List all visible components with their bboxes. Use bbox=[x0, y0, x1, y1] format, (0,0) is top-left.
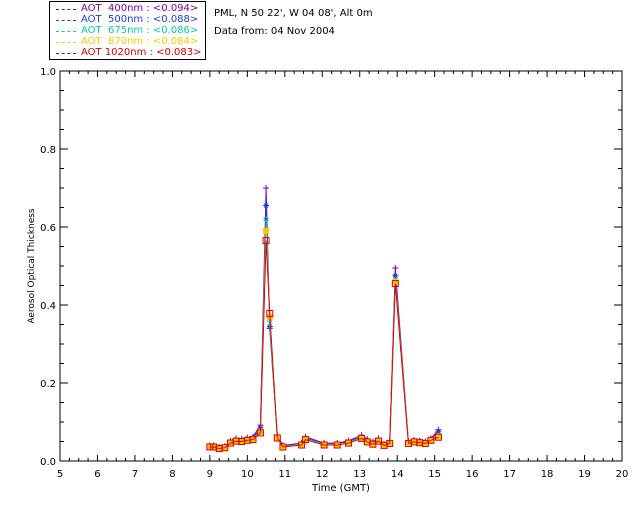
data-point bbox=[266, 310, 274, 318]
x-tick-label: 11 bbox=[278, 469, 291, 480]
axis-ticks: 5 6 7 8 9 10 11 12 13 14 15 16 17 18 19 20 0.0 0.2 0.4 0.6 0… bbox=[40, 67, 628, 480]
legend-line bbox=[56, 9, 76, 10]
series-line bbox=[209, 187, 439, 448]
data-point bbox=[392, 272, 399, 279]
x-tick-label: 9 bbox=[207, 469, 213, 480]
x-tick-label: 6 bbox=[94, 469, 100, 480]
data-point bbox=[358, 434, 366, 442]
x-tick-label: 20 bbox=[616, 469, 629, 480]
x-tick-label: 18 bbox=[541, 469, 554, 480]
data-point bbox=[221, 444, 229, 452]
legend-label: AOT 675nm : <0.086> bbox=[81, 25, 199, 36]
data-point bbox=[435, 433, 442, 440]
legend-label: AOT 1020nm : <0.083> bbox=[81, 47, 202, 58]
legend-label: AOT 870nm : <0.084> bbox=[81, 36, 199, 47]
data-point bbox=[263, 185, 270, 191]
y-tick-label: 0.8 bbox=[40, 145, 56, 156]
y-tick-label: 0.0 bbox=[40, 457, 56, 468]
data-point bbox=[256, 429, 264, 437]
data-point bbox=[298, 441, 306, 449]
data-point bbox=[279, 443, 287, 451]
data-point bbox=[333, 441, 341, 449]
data-point bbox=[273, 434, 281, 442]
legend-label: AOT 400nm : <0.094> bbox=[81, 3, 199, 14]
date-info: Data from: 04 Nov 2004 bbox=[214, 26, 335, 37]
legend-item: AOT 675nm : <0.086> bbox=[50, 25, 205, 37]
legend-line bbox=[56, 42, 76, 43]
x-tick-label: 17 bbox=[503, 469, 516, 480]
legend: AOT 400nm : <0.094> AOT 500nm : <0.088> … bbox=[49, 1, 206, 60]
data-point bbox=[435, 428, 442, 435]
x-tick-label: 8 bbox=[169, 469, 175, 480]
legend-label: AOT 500nm : <0.088> bbox=[81, 14, 199, 25]
data-point bbox=[434, 433, 442, 441]
data-point bbox=[263, 202, 270, 209]
plot-frame bbox=[59, 70, 623, 462]
data-point bbox=[392, 278, 399, 285]
legend-line bbox=[56, 53, 76, 54]
data-point bbox=[320, 441, 328, 449]
series-group bbox=[206, 185, 442, 453]
legend-item: AOT 400nm : <0.094> bbox=[50, 3, 205, 15]
x-tick-label: 15 bbox=[428, 469, 441, 480]
legend-item: AOT 1020nm : <0.083> bbox=[50, 47, 205, 59]
data-point bbox=[263, 227, 270, 234]
legend-item: AOT 500nm : <0.088> bbox=[50, 14, 205, 26]
data-point bbox=[386, 439, 394, 447]
data-point bbox=[206, 443, 213, 450]
data-point bbox=[392, 264, 399, 271]
x-tick-label: 13 bbox=[353, 469, 366, 480]
data-point bbox=[344, 439, 352, 447]
x-tick-label: 19 bbox=[578, 469, 591, 480]
legend-item: AOT 870nm : <0.084> bbox=[50, 36, 205, 48]
series-line bbox=[209, 240, 439, 450]
legend-line bbox=[56, 20, 76, 21]
data-point bbox=[262, 237, 270, 245]
x-tick-label: 12 bbox=[316, 469, 329, 480]
site-info: PML, N 50 22', W 04 08', Alt 0m bbox=[214, 8, 373, 19]
data-point bbox=[206, 443, 214, 451]
x-tick-label: 5 bbox=[57, 469, 63, 480]
y-axis-label: Aerosol Optical Thickness bbox=[27, 208, 37, 324]
data-point bbox=[249, 436, 257, 444]
y-tick-label: 0.2 bbox=[40, 379, 56, 390]
x-tick-label: 16 bbox=[466, 469, 479, 480]
x-tick-label: 14 bbox=[391, 469, 404, 480]
y-tick-label: 1.0 bbox=[40, 67, 56, 78]
y-tick-label: 0.6 bbox=[40, 223, 56, 234]
x-tick-label: 10 bbox=[241, 469, 254, 480]
x-tick-label: 7 bbox=[132, 469, 138, 480]
data-point bbox=[391, 280, 399, 288]
data-point bbox=[301, 436, 309, 444]
series-line bbox=[209, 230, 439, 450]
legend-line bbox=[56, 31, 76, 32]
x-axis-label: Time (GMT) bbox=[311, 483, 370, 494]
y-tick-label: 0.4 bbox=[40, 301, 56, 312]
data-point bbox=[427, 436, 435, 444]
series-line bbox=[209, 219, 439, 449]
series-line bbox=[209, 205, 439, 449]
data-point bbox=[263, 216, 269, 222]
data-point bbox=[374, 437, 382, 445]
